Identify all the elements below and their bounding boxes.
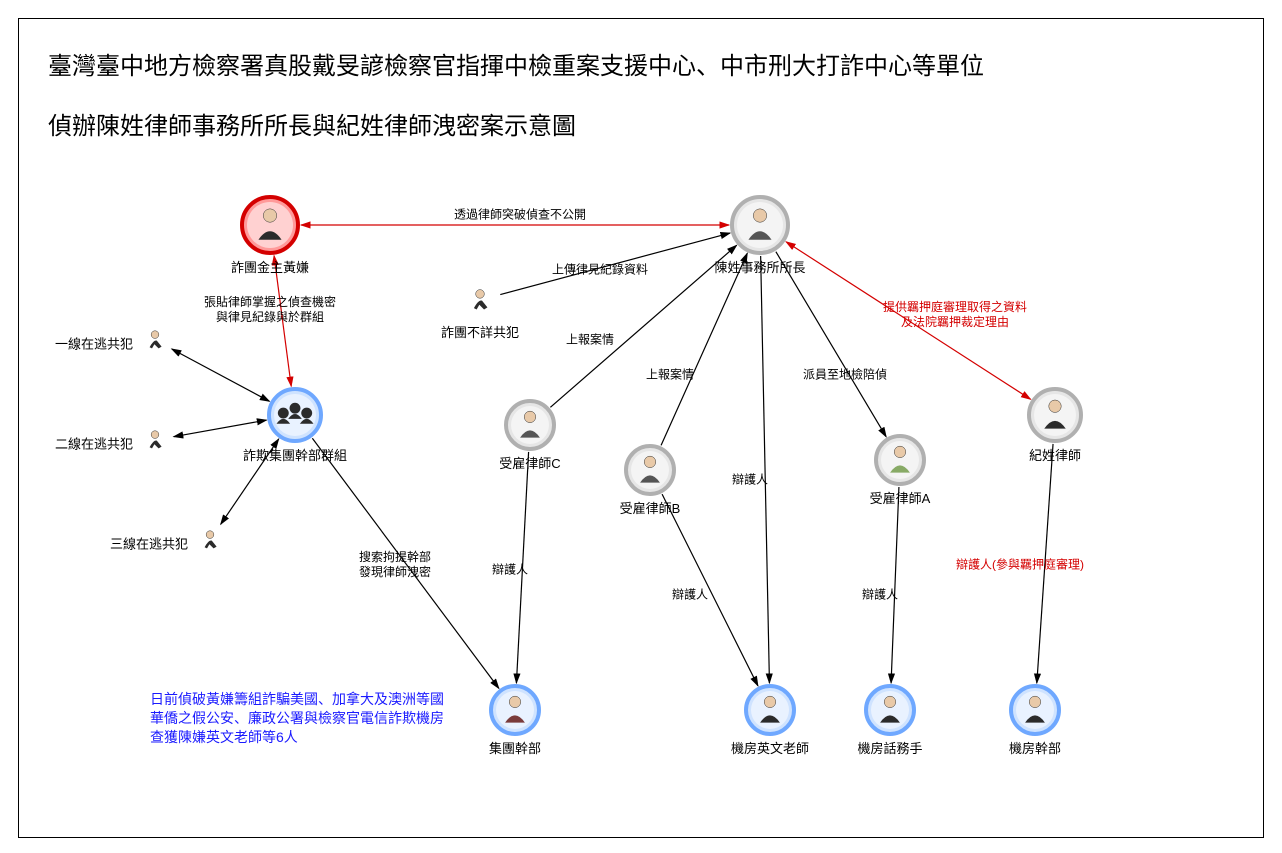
edge-label: 上報案情 [566, 333, 614, 348]
node-eng [746, 686, 794, 734]
node-label-room: 機房幹部 [1009, 738, 1061, 757]
node-label-lawC: 受雇律師C [499, 453, 560, 472]
node-unknown [474, 290, 488, 310]
node-lawC [506, 401, 554, 449]
node-label-tel: 機房話務手 [857, 738, 922, 757]
node-f1 [150, 331, 162, 349]
edge-label: 提供羈押庭審理取得之資料 及法院羈押裁定理由 [883, 300, 1027, 330]
node-label-chen: 陳姓事務所所長 [714, 257, 805, 276]
node-cadre [491, 686, 539, 734]
node-label-unknown: 詐團不詳共犯 [441, 322, 519, 341]
edge-label: 張貼律師掌握之偵查機密 與律見紀錄與於群組 [204, 295, 336, 325]
edge [661, 253, 747, 445]
edge [172, 349, 270, 401]
edge-label: 透過律師突破偵查不公開 [454, 208, 586, 223]
node-label-ji: 紀姓律師 [1029, 445, 1081, 464]
node-label-eng: 機房英文老師 [731, 738, 809, 757]
edge-label: 辯護人(參與羈押庭審理) [956, 558, 1084, 573]
node-huang [242, 197, 298, 253]
edge-label: 搜索拘提幹部 發現律師洩密 [359, 550, 431, 580]
footnote-text: 日前偵破黃嫌籌組詐騙美國、加拿大及澳洲等國 華僑之假公安、廉政公署與檢察官電信詐… [150, 690, 444, 747]
node-lawA [876, 436, 924, 484]
node-label-lawA: 受雇律師A [870, 488, 931, 507]
node-tel [866, 686, 914, 734]
edge [174, 420, 267, 437]
node-ji [1029, 389, 1081, 441]
edge-label: 上傳律見紀錄資料 [552, 263, 648, 278]
edge-label: 上報案情 [646, 368, 694, 383]
edge [761, 256, 770, 683]
node-group [269, 389, 321, 441]
node-label-cadre: 集團幹部 [489, 738, 541, 757]
edge-label: 派員至地檢陪偵 [803, 368, 887, 383]
diagram-page: 臺灣臺中地方檢察署真股戴旻諺檢察官指揮中檢重案支援中心、中市刑大打詐中心等單位 … [0, 0, 1282, 853]
node-label-f2: 二線在逃共犯 [55, 434, 133, 453]
edge-label: 辯護人 [732, 473, 768, 488]
node-label-huang: 詐團金主黃嫌 [231, 257, 309, 276]
node-label-f3: 三線在逃共犯 [110, 534, 188, 553]
node-label-f1: 一線在逃共犯 [55, 334, 133, 353]
node-label-group: 詐欺集團幹部群組 [243, 445, 347, 464]
node-room [1011, 686, 1059, 734]
edge [776, 252, 886, 437]
edge-label: 辯護人 [672, 588, 708, 603]
node-lawB [626, 446, 674, 494]
edge-label: 辯護人 [492, 563, 528, 578]
edge-label: 辯護人 [862, 588, 898, 603]
node-f3 [205, 531, 217, 549]
node-f2 [150, 431, 162, 449]
node-label-lawB: 受雇律師B [620, 498, 681, 517]
node-chen [732, 197, 788, 253]
edge [891, 487, 899, 683]
